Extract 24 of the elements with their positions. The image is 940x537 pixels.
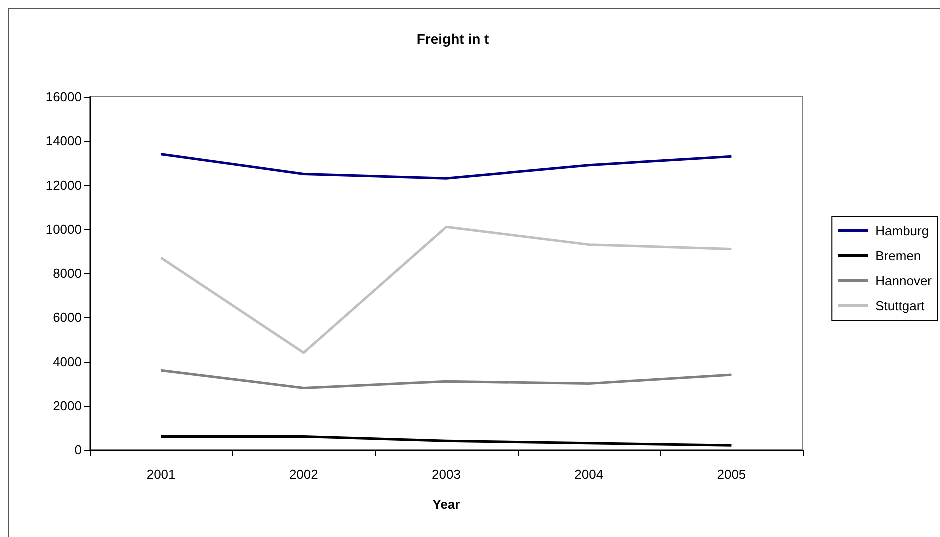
legend-label: Hamburg [876,224,930,238]
y-tick-label: 2000 [53,398,82,414]
line-series [160,436,733,447]
x-tick-label: 2001 [146,467,176,482]
legend-label: Stuttgart [876,298,926,314]
x-tick-label: 2003 [432,467,461,482]
y-tick-label: 0 [74,442,82,458]
y-tick-label: 14000 [46,134,82,149]
x-tick-label: 2002 [289,467,318,482]
y-tick-label: 12000 [46,178,82,193]
line-series [160,153,733,180]
x-tick-label: 2004 [574,467,604,482]
legend-label: Hannover [876,274,933,288]
x-tick-label: 2005 [717,467,746,482]
y-tick-label: 4000 [53,354,82,370]
y-tick-label: 6000 [53,310,82,326]
line-series [160,369,733,390]
y-tick-label: 8000 [53,266,82,281]
line-series [160,226,733,354]
chart-title: Freight in t [416,31,490,47]
legend-label: Bremen [876,248,922,264]
x-axis-title: Year [432,497,460,512]
y-tick-label: 16000 [46,90,82,104]
y-tick-label: 10000 [46,222,82,237]
